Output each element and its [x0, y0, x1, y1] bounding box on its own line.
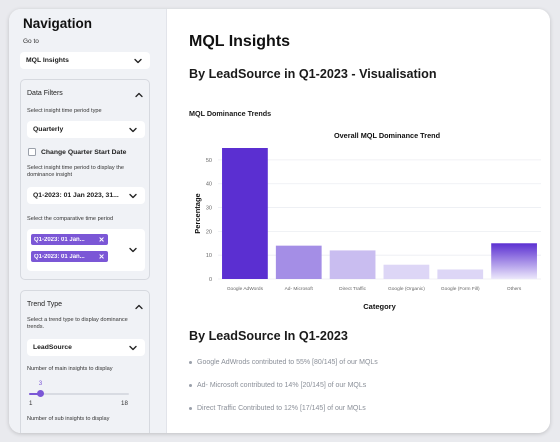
x-tick-label: Direct Traffic: [339, 286, 366, 292]
period-type-label: Select insight time period type: [27, 108, 102, 114]
section-title: By LeadSource In Q1-2023: [189, 329, 348, 343]
dominance-period-value: Q1-2023: 01 Jan 2023, 31...: [33, 192, 119, 199]
bar: [275, 245, 322, 279]
insight-item: Google AdWrods contributed to 55% [80/14…: [189, 359, 378, 366]
goto-label: Go to: [23, 38, 39, 45]
x-tick-label: Google AdWords: [227, 286, 264, 292]
y-tick-label: 20: [206, 229, 212, 235]
change-quarter-label: Change Quarter Start Date: [41, 148, 127, 156]
main-insights-slider-thumb[interactable]: [37, 390, 45, 397]
trend-type-value: LeadSource: [33, 344, 72, 351]
x-tick-label: Google (Organic): [388, 286, 425, 292]
chart-title: Overall MQL Dominance Trend: [333, 131, 441, 140]
main-insights-max: 18: [121, 400, 128, 407]
bullet-dot: [189, 407, 192, 410]
chevron-down-icon: [129, 127, 137, 132]
trend-type-select[interactable]: LeadSource: [27, 339, 145, 356]
change-quarter-checkbox-row[interactable]: Change Quarter Start Date: [28, 148, 126, 156]
page-title: MQL Insights: [189, 33, 291, 50]
insight-text: Ad- Microsoft contributed to 14% [20/145…: [197, 382, 367, 389]
page-subtitle: By LeadSource in Q1-2023 - Visualisation: [189, 67, 437, 81]
period-type-select[interactable]: Quarterly: [27, 121, 145, 138]
main-content: MQL Insights By LeadSource in Q1-2023 - …: [167, 9, 550, 433]
insight-item: Ad- Microsoft contributed to 14% [20/145…: [189, 382, 366, 389]
y-tick-label: 10: [206, 253, 212, 259]
bullet-dot: [189, 361, 192, 364]
change-quarter-checkbox[interactable]: [28, 148, 36, 156]
period-chip-label: Q1-2023: 01 Jan...: [34, 236, 85, 243]
trend-type-label: Select a trend type to display dominance…: [27, 317, 128, 330]
data-filters-title: Data Filters: [27, 90, 63, 97]
period-chip[interactable]: Q1-2023: 01 Jan... ✕: [31, 251, 108, 262]
period-chip-label: Q1-2023: 01 Jan...: [34, 253, 85, 260]
goto-select-value: MQL Insights: [26, 57, 69, 64]
dominance-period-select[interactable]: Q1-2023: 01 Jan 2023, 31...: [27, 187, 145, 204]
chevron-up-icon[interactable]: [134, 302, 144, 312]
y-axis-title: Percentage: [193, 193, 202, 233]
comparative-period-label: Select the comparative time period: [27, 216, 114, 222]
insight-text: Direct Traffic Contributed to 12% [17/14…: [197, 405, 366, 412]
bar: [437, 269, 484, 279]
trend-type-title: Trend Type: [27, 301, 63, 308]
insight-text: Google AdWrods contributed to 55% [80/14…: [197, 359, 378, 366]
chevron-down-icon: [129, 193, 137, 198]
sidebar: Navigation Go to MQL Insights Data Filte…: [9, 9, 167, 433]
insight-item: Direct Traffic Contributed to 12% [17/14…: [189, 405, 366, 412]
y-tick-label: 0: [209, 277, 212, 283]
chevron-down-icon: [134, 58, 142, 63]
app-window: Navigation Go to MQL Insights Data Filte…: [9, 9, 550, 433]
trend-type-card: Trend Type Select a trend type to displa…: [20, 290, 150, 433]
trends-heading: MQL Dominance Trends: [189, 109, 272, 118]
sidebar-title: Navigation: [23, 16, 93, 31]
sub-insights-label: Number of sub insights to display: [27, 416, 110, 422]
x-tick-label: Google (Form Fill): [441, 286, 480, 292]
close-icon[interactable]: ✕: [98, 253, 105, 261]
bar: [491, 243, 537, 279]
x-tick-label: Others: [507, 286, 522, 292]
bar: [329, 250, 376, 279]
main-insights-min: 1: [29, 400, 33, 407]
dominance-bar-chart: 0 10 20 30 40 50 Google AdWords Ad- Microsoft Di…: [193, 148, 541, 311]
dominance-period-label: Select insight time period to display th…: [27, 165, 125, 178]
x-axis-title: Category: [363, 302, 396, 311]
period-chip[interactable]: Q1-2023: 01 Jan... ✕: [31, 234, 108, 245]
goto-select[interactable]: MQL Insights: [20, 52, 150, 69]
y-tick-label: 30: [206, 206, 212, 212]
bar: [383, 264, 430, 279]
bar: [222, 148, 268, 279]
chevron-down-icon[interactable]: [127, 244, 139, 256]
bullet-dot: [189, 384, 192, 387]
y-tick-label: 40: [206, 182, 212, 188]
period-type-value: Quarterly: [33, 126, 64, 133]
x-tick-label: Ad- Microsoft: [285, 286, 314, 292]
data-filters-card: Data Filters Select insight time period …: [20, 79, 150, 280]
comparative-period-multiselect[interactable]: Q1-2023: 01 Jan... ✕ Q1-2023: 01 Jan... …: [27, 229, 145, 271]
chevron-down-icon: [129, 345, 137, 350]
main-insights-label: Number of main insights to display: [27, 366, 113, 372]
close-icon[interactable]: ✕: [98, 236, 105, 244]
main-insights-slider-fill: [29, 393, 41, 395]
chevron-up-icon[interactable]: [134, 90, 144, 100]
main-insights-slider[interactable]: [29, 390, 129, 397]
main-insights-slider-value: 3: [38, 380, 43, 387]
y-tick-label: 50: [206, 158, 212, 164]
